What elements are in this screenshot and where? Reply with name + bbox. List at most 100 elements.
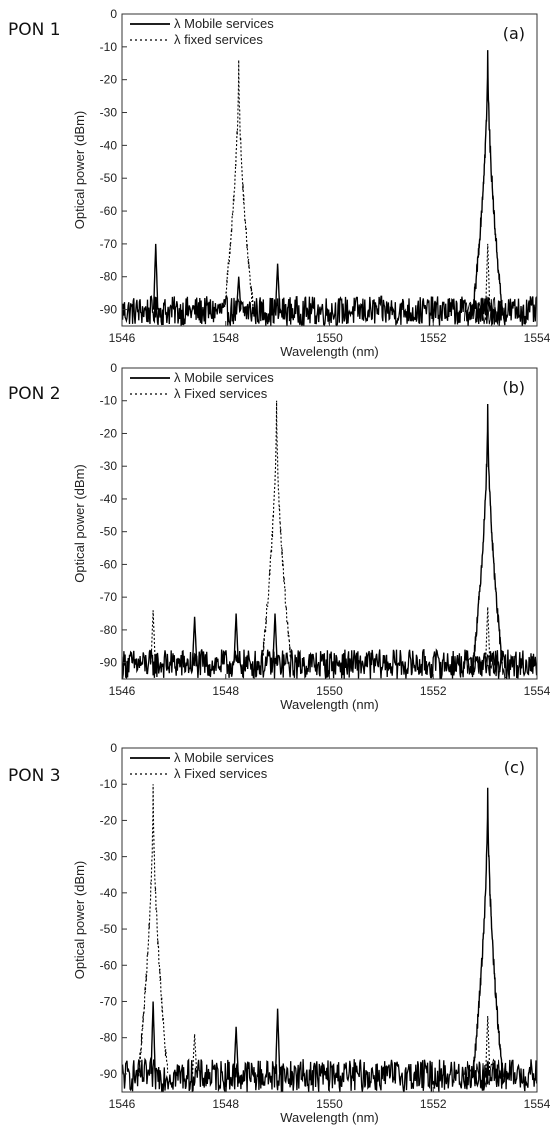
peak-mark xyxy=(150,1001,156,1074)
noise-floor-line xyxy=(122,1056,537,1092)
peak-mark xyxy=(485,243,491,310)
y-tick-label: -90 xyxy=(100,1067,118,1081)
x-axis-title: Wavelength (nm) xyxy=(280,697,379,712)
peak-mark xyxy=(485,1015,491,1074)
y-tick-label: -70 xyxy=(100,590,118,604)
x-tick-label: 1548 xyxy=(212,1097,239,1111)
panel-label: (c) xyxy=(504,758,525,777)
x-axis-title: Wavelength (nm) xyxy=(280,1110,379,1125)
y-tick-label: 0 xyxy=(110,741,117,755)
peak-mark xyxy=(472,787,503,1079)
x-tick-label: 1552 xyxy=(420,331,447,345)
y-tick-label: -90 xyxy=(100,303,118,317)
peak-mark xyxy=(472,403,503,669)
noise-floor-line xyxy=(463,650,507,679)
y-tick-label: 0 xyxy=(110,7,117,21)
y-tick-label: -60 xyxy=(100,204,118,218)
spectrum-chart: 0 -10 -20 -30 -40 -50 -60 -70 -80 -90 1546 1548 1550… xyxy=(72,7,551,359)
y-tick-label: -20 xyxy=(100,813,118,827)
y-tick-label: -10 xyxy=(100,777,118,791)
y-tick-label: -50 xyxy=(100,525,118,539)
x-tick-label: 1554 xyxy=(524,1097,551,1111)
y-tick-label: -80 xyxy=(100,1031,118,1045)
peak-mark xyxy=(472,50,503,312)
y-axis-title: Optical power (dBm) xyxy=(72,464,87,582)
pon-label: PON 1 xyxy=(8,20,61,40)
y-tick-label: -70 xyxy=(100,994,118,1008)
y-tick-label: 0 xyxy=(110,361,117,375)
y-tick-label: -60 xyxy=(100,958,118,972)
legend-label: λ fixed services xyxy=(174,32,263,47)
series-fixed xyxy=(138,784,507,1089)
panel-pon-1: PON 1 0 -10 -20 -30 -40 -50 -60 -70 -80 -90 1546 15… xyxy=(0,0,559,370)
x-tick-label: 1554 xyxy=(524,684,551,698)
spectrum-chart: 0 -10 -20 -30 -40 -50 -60 -70 -80 -90 1546 1548 1550… xyxy=(72,361,551,712)
noise-floor-line xyxy=(463,1058,507,1089)
x-axis-title: Wavelength (nm) xyxy=(280,344,379,359)
noise-floor-line xyxy=(463,296,507,325)
y-tick-label: -10 xyxy=(100,40,118,54)
x-tick-label: 1550 xyxy=(316,1097,343,1111)
series-mobile xyxy=(122,787,537,1092)
panel-pon-2: PON 2 0 -10 -20 -30 -40 -50 -60 -70 -80 -90 1546 15… xyxy=(0,361,559,732)
x-tick-label: 1550 xyxy=(316,331,343,345)
legend-label: λ Mobile services xyxy=(174,370,274,385)
peak-mark xyxy=(485,606,491,663)
plot-frame xyxy=(121,747,538,1093)
legend-label: λ Mobile services xyxy=(174,750,274,765)
y-tick-label: -80 xyxy=(100,270,118,284)
y-tick-label: -80 xyxy=(100,623,118,637)
series-mobile xyxy=(122,50,537,326)
y-tick-label: -90 xyxy=(100,656,118,670)
panel-label: (a) xyxy=(503,24,525,43)
pon-label: PON 3 xyxy=(8,766,61,786)
peak-mark xyxy=(233,1026,239,1074)
y-tick-label: -50 xyxy=(100,171,118,185)
legend-label: λ Fixed services xyxy=(174,386,268,401)
y-tick-label: -30 xyxy=(100,850,118,864)
y-tick-label: -70 xyxy=(100,237,118,251)
legend-label: λ Fixed services xyxy=(174,766,268,781)
x-tick-label: 1546 xyxy=(109,1097,136,1111)
y-tick-label: -40 xyxy=(100,138,118,152)
peak-mark xyxy=(235,276,242,310)
peak-mark xyxy=(261,400,292,664)
x-tick-label: 1546 xyxy=(109,684,136,698)
x-tick-label: 1550 xyxy=(316,684,343,698)
spectrum-chart: 0 -10 -20 -30 -40 -50 -60 -70 -80 -90 1546 1548 1550… xyxy=(72,741,551,1125)
x-tick-label: 1548 xyxy=(212,331,239,345)
y-tick-label: -30 xyxy=(100,106,118,120)
y-tick-label: -60 xyxy=(100,557,118,571)
peak-mark xyxy=(138,784,169,1077)
y-tick-label: -30 xyxy=(100,459,118,473)
peak-mark xyxy=(150,610,156,663)
y-tick-label: -40 xyxy=(100,886,118,900)
x-tick-label: 1552 xyxy=(420,1097,447,1111)
x-tick-label: 1554 xyxy=(524,331,551,345)
panel-pon-3: PON 3 0 -10 -20 -30 -40 -50 -60 -70 -80 -90 1546 15… xyxy=(0,741,559,1142)
y-tick-label: -50 xyxy=(100,922,118,936)
legend-label: λ Mobile services xyxy=(174,16,274,31)
x-tick-label: 1548 xyxy=(212,684,239,698)
y-tick-label: -20 xyxy=(100,73,118,87)
y-axis-title: Optical power (dBm) xyxy=(72,111,87,229)
y-tick-label: -20 xyxy=(100,426,118,440)
panel-label: (b) xyxy=(502,378,525,397)
x-tick-label: 1546 xyxy=(109,331,136,345)
peak-mark xyxy=(192,1034,198,1074)
y-tick-label: -40 xyxy=(100,492,118,506)
peak-mark xyxy=(233,613,239,663)
plot-frame xyxy=(121,367,538,680)
series-fixed xyxy=(223,59,507,325)
series-mobile xyxy=(122,403,537,679)
peak-mark xyxy=(274,263,281,310)
peak-mark xyxy=(191,616,198,663)
y-axis-title: Optical power (dBm) xyxy=(72,861,87,979)
peak-mark xyxy=(152,243,159,310)
peak-mark xyxy=(272,613,278,663)
peak-mark xyxy=(274,1008,281,1074)
plot-frame xyxy=(121,13,538,327)
peak-mark xyxy=(223,59,254,316)
x-tick-label: 1552 xyxy=(420,684,447,698)
series-fixed xyxy=(150,400,507,679)
